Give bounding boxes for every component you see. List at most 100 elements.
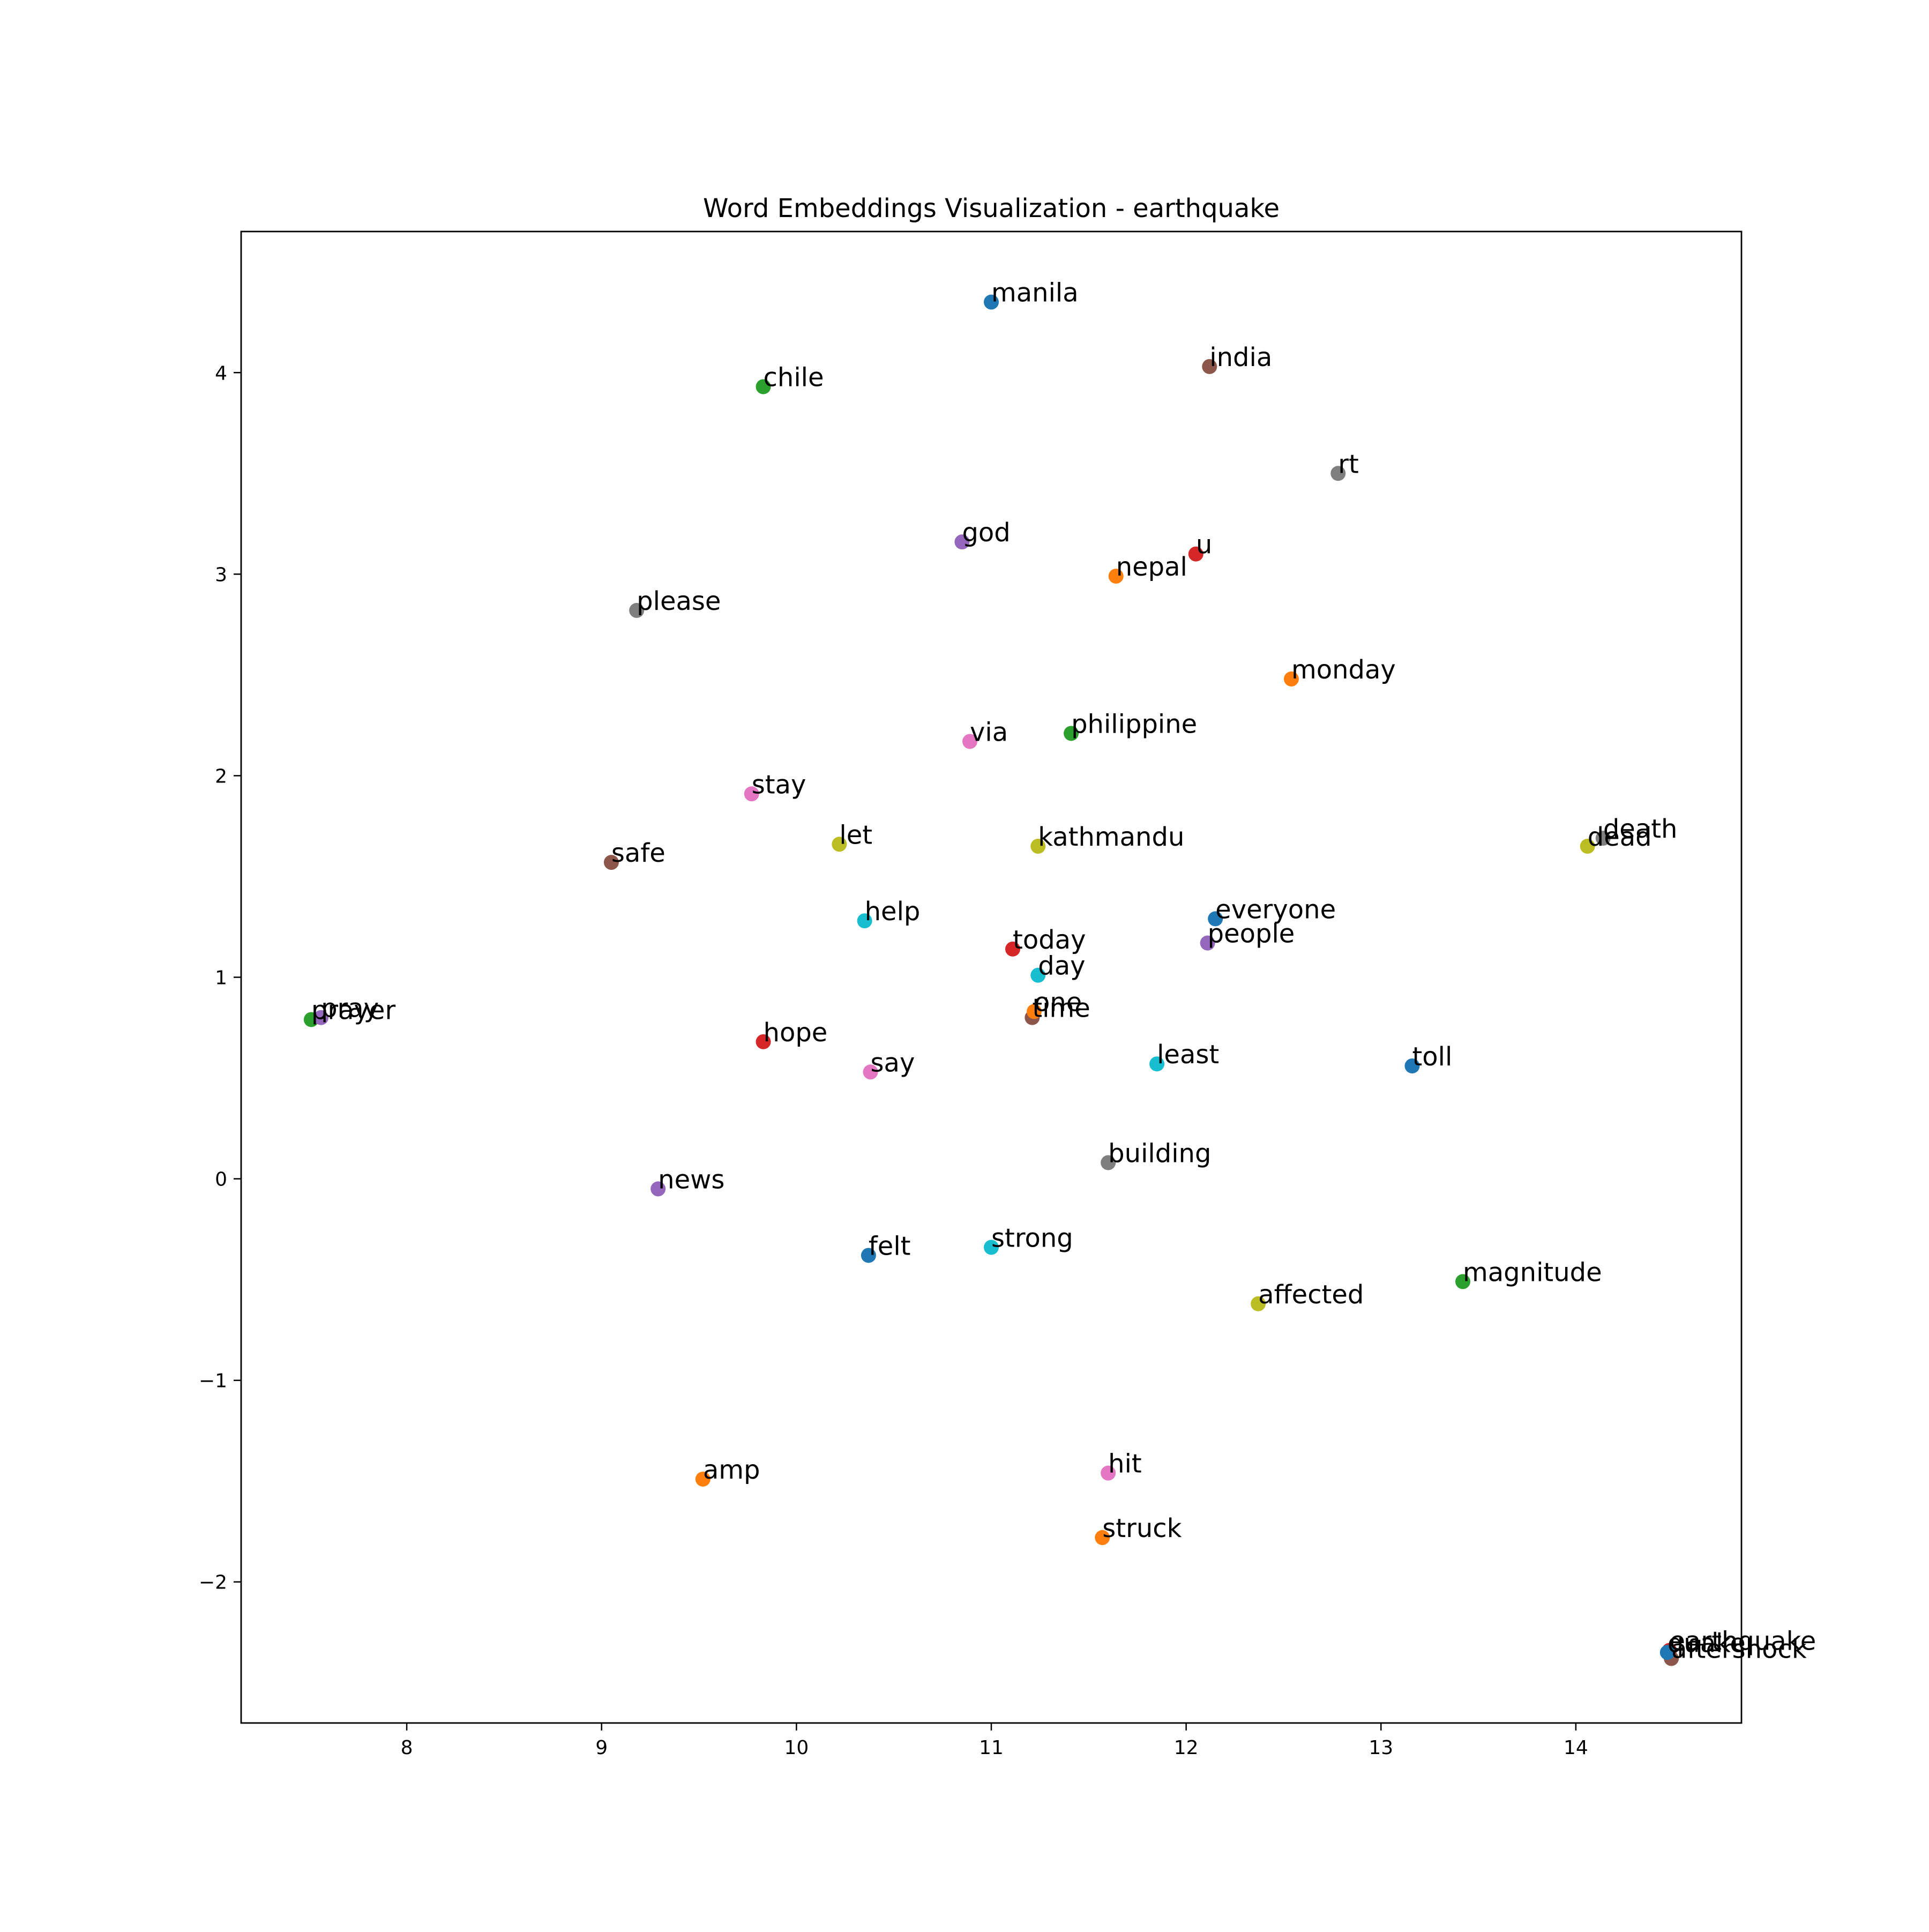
data-point-god	[954, 534, 970, 550]
x-tick-label: 9	[595, 1737, 608, 1759]
point-label-manila: manila	[991, 278, 1079, 308]
point-label-people: people	[1208, 919, 1295, 949]
x-tick-label: 11	[979, 1737, 1004, 1759]
y-tick-label: −2	[199, 1572, 227, 1594]
data-point-news	[651, 1181, 666, 1197]
data-point-let	[832, 837, 847, 852]
data-point-hit	[1101, 1465, 1116, 1481]
point-label-pray: pray	[321, 994, 379, 1024]
data-point-least	[1149, 1056, 1165, 1072]
point-label-safe: safe	[611, 838, 666, 868]
point-label-rt: rt	[1338, 449, 1359, 479]
point-label-let: let	[839, 820, 872, 850]
point-label-least: least	[1157, 1040, 1219, 1070]
data-point-felt	[861, 1248, 876, 1263]
data-point-struck	[1095, 1530, 1110, 1546]
data-point-help	[857, 913, 872, 929]
point-label-felt: felt	[869, 1231, 911, 1261]
point-label-monday: monday	[1291, 655, 1396, 685]
y-tick-label: −1	[199, 1370, 227, 1392]
data-point-pray	[313, 1010, 329, 1025]
point-label-via: via	[970, 717, 1008, 747]
point-labels: manila nepal philippine u god india via rt kathm…	[311, 278, 1816, 1665]
point-label-u: u	[1196, 530, 1212, 560]
point-label-hit: hit	[1108, 1449, 1142, 1479]
data-point-chile	[756, 379, 771, 394]
data-point-strong	[984, 1240, 999, 1255]
data-point-hope	[756, 1034, 771, 1049]
point-label-toll: toll	[1412, 1042, 1452, 1072]
point-label-magnitude: magnitude	[1463, 1257, 1602, 1287]
y-tick-label: 3	[215, 564, 227, 586]
point-label-nepal: nepal	[1116, 552, 1187, 582]
data-point-stay	[744, 786, 759, 802]
data-point-philippine	[1064, 726, 1079, 741]
x-tick-label: 12	[1174, 1737, 1199, 1759]
data-point-safe	[603, 855, 619, 870]
point-label-please: please	[637, 586, 721, 616]
point-label-affected: affected	[1258, 1280, 1364, 1310]
data-point-manila	[984, 294, 999, 310]
data-point-day	[1030, 967, 1046, 983]
data-point-kathmandu	[1030, 839, 1046, 854]
point-label-chile: chile	[764, 363, 824, 393]
y-tick-label: 0	[215, 1169, 227, 1191]
point-label-prayer: prayer	[311, 995, 396, 1025]
point-label-today: today	[1013, 925, 1086, 955]
data-point-building	[1101, 1155, 1116, 1170]
data-point-say	[863, 1064, 878, 1080]
data-point-rt	[1330, 466, 1346, 481]
point-label-time: time	[1032, 994, 1090, 1024]
point-label-india: india	[1209, 342, 1272, 372]
data-point-india	[1202, 359, 1217, 374]
y-tick-label: 4	[215, 362, 227, 384]
data-point-nepal	[1108, 569, 1124, 584]
point-label-aftershock: aftershock	[1671, 1635, 1807, 1665]
point-label-kathmandu: kathmandu	[1038, 822, 1184, 852]
x-tick-label: 10	[784, 1737, 809, 1759]
point-label-one: one	[1034, 987, 1082, 1017]
data-point-magnitude	[1455, 1274, 1470, 1289]
chart-title: Word Embeddings Visualization - earthqua…	[703, 193, 1280, 223]
point-label-news: news	[658, 1165, 724, 1195]
point-label-everyone: everyone	[1215, 894, 1336, 924]
point-label-dead: dead	[1588, 822, 1652, 852]
point-label-say: say	[871, 1048, 915, 1078]
point-label-stay: stay	[752, 770, 806, 800]
point-label-strong: strong	[991, 1223, 1073, 1253]
data-point-u	[1188, 546, 1203, 562]
data-point-today	[1005, 941, 1020, 957]
data-points	[303, 294, 1679, 1666]
x-tick-label: 8	[401, 1737, 413, 1759]
point-label-philippine: philippine	[1071, 709, 1197, 739]
data-point-everyone	[1208, 911, 1223, 927]
point-label-quake: quake	[1668, 1628, 1746, 1658]
plot-area-frame	[240, 230, 1743, 1724]
data-point-death	[1595, 831, 1611, 846]
point-label-amp: amp	[703, 1455, 760, 1485]
point-label-day: day	[1038, 951, 1085, 981]
data-point-monday	[1284, 671, 1299, 687]
data-point-one	[1027, 1004, 1042, 1019]
x-tick-label: 14	[1564, 1737, 1588, 1759]
data-point-quake	[1659, 1645, 1675, 1660]
y-tick-label: 2	[215, 765, 227, 787]
data-point-affected	[1251, 1296, 1266, 1311]
point-label-death: death	[1603, 814, 1678, 844]
x-tick-label: 13	[1369, 1737, 1393, 1759]
data-point-people	[1200, 935, 1215, 951]
data-point-please	[629, 603, 645, 618]
y-tick-label: 1	[215, 967, 227, 989]
point-label-earthquake: earthquake	[1669, 1627, 1816, 1657]
point-label-help: help	[865, 897, 921, 927]
point-label-building: building	[1108, 1138, 1211, 1168]
data-point-via	[962, 734, 977, 749]
point-label-god: god	[962, 518, 1010, 548]
data-point-toll	[1404, 1058, 1420, 1073]
data-point-dead	[1580, 839, 1595, 854]
point-label-struck: struck	[1102, 1513, 1182, 1543]
